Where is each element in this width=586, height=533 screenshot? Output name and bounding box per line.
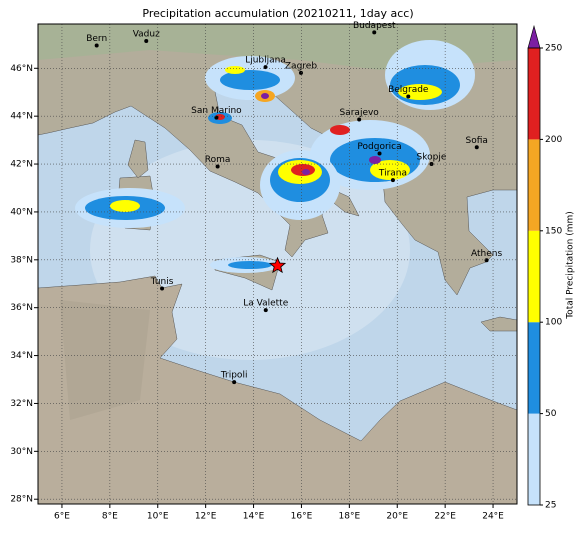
colorbar-segment xyxy=(528,413,540,505)
city-dot xyxy=(474,145,479,150)
colorbar-segment xyxy=(528,139,540,231)
city-label: Podgorica xyxy=(357,142,401,152)
colorbar-tick-label: 100 xyxy=(545,318,562,328)
y-tick-label: 36°N xyxy=(10,303,33,313)
colorbar-tick-label: 50 xyxy=(545,409,557,419)
city-dot xyxy=(94,43,99,48)
city-label: Budapest xyxy=(353,21,396,31)
city-label: Tripoli xyxy=(220,371,248,381)
precip-area xyxy=(110,200,140,212)
city-label: Belgrade xyxy=(388,85,429,95)
precip-area xyxy=(330,125,350,135)
city-label: Sofia xyxy=(466,136,488,146)
x-tick-label: 16°E xyxy=(291,512,313,522)
colorbar-extend xyxy=(527,24,541,49)
city-dot xyxy=(144,38,149,43)
y-tick-label: 30°N xyxy=(10,447,33,457)
precip-area xyxy=(220,70,280,90)
precipitation-field xyxy=(75,40,475,273)
colorbar-tick-label: 25 xyxy=(545,501,556,511)
precip-area xyxy=(291,164,315,176)
map-title: Precipitation accumulation (20210211, 1d… xyxy=(142,7,413,20)
x-tick-label: 8°E xyxy=(102,512,118,522)
y-tick-label: 32°N xyxy=(10,399,33,409)
corsica xyxy=(127,139,149,179)
x-tick-label: 14°E xyxy=(243,512,265,522)
x-tick-label: 10°E xyxy=(147,512,169,522)
city-dot xyxy=(377,151,382,156)
x-tick-label: 18°E xyxy=(339,512,361,522)
city-label: La Valette xyxy=(243,299,288,309)
y-tick-label: 40°N xyxy=(10,207,33,217)
event-marker xyxy=(268,256,287,274)
y-tick-label: 28°N xyxy=(10,495,33,505)
city-label: San Marino xyxy=(191,106,242,116)
city-dot xyxy=(160,286,165,291)
x-tick-label: 24°E xyxy=(482,512,504,522)
city-label: Tirana xyxy=(378,169,407,179)
city-label: Athens xyxy=(471,249,502,259)
city-dot xyxy=(484,258,489,263)
y-tick-label: 38°N xyxy=(10,255,33,265)
precip-area xyxy=(302,169,310,175)
city-dot xyxy=(263,308,268,313)
colorbar-segment xyxy=(528,230,540,323)
x-tick-label: 6°E xyxy=(54,512,70,522)
crete xyxy=(480,316,517,332)
atlas-relief xyxy=(60,300,150,420)
city-dot xyxy=(406,94,411,99)
city-label: Bern xyxy=(86,34,107,44)
x-tick-label: 12°E xyxy=(195,512,217,522)
city-label: Roma xyxy=(205,155,231,165)
city-label: Ljubljana xyxy=(245,56,286,66)
colorbar-tick-label: 250 xyxy=(545,44,562,54)
precip-area xyxy=(370,160,410,180)
city-dot xyxy=(372,30,377,35)
colorbar-label: Total Precipitation (mm) xyxy=(566,211,576,320)
y-tick-label: 46°N xyxy=(10,64,33,74)
city-label: Tunis xyxy=(150,277,174,287)
city-dot xyxy=(214,115,219,120)
precip-area xyxy=(369,156,381,164)
colorbar-tick-label: 150 xyxy=(545,226,562,236)
city-dot xyxy=(232,380,237,385)
colorbar-segment xyxy=(528,48,540,140)
x-tick-label: 22°E xyxy=(434,512,456,522)
colorbar-tick-label: 200 xyxy=(545,135,562,145)
precip-area xyxy=(225,66,245,74)
colorbar-segment xyxy=(528,322,540,414)
y-tick-label: 44°N xyxy=(10,112,33,122)
city-label: Sarajevo xyxy=(340,108,380,118)
city-label: Zagreb xyxy=(285,61,317,71)
precip-area xyxy=(228,261,272,269)
city-dot xyxy=(215,164,220,169)
city-label: Skopje xyxy=(417,153,447,163)
colorbar-frame xyxy=(527,47,541,506)
y-tick-label: 34°N xyxy=(10,351,33,361)
precip-area xyxy=(261,93,269,99)
city-label: Vaduz xyxy=(133,29,160,39)
x-tick-label: 20°E xyxy=(386,512,408,522)
map-frame xyxy=(37,23,518,505)
city-dot xyxy=(390,178,395,183)
city-dot xyxy=(298,70,303,75)
city-dot xyxy=(357,117,362,122)
y-tick-label: 42°N xyxy=(10,160,33,170)
